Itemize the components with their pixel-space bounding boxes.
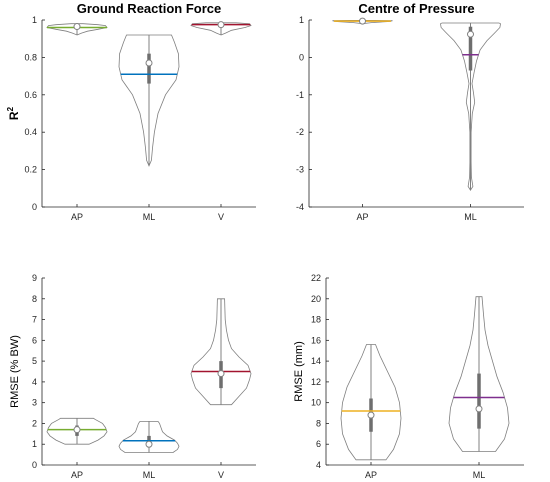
y-tick-label: 0 <box>32 202 37 212</box>
median-marker-ml <box>467 30 474 38</box>
chart-panel-1: 0 0.2 0.4 0.6 0.8 1 AP ML V Ground Reaction Force… <box>6 1 256 222</box>
y-tick-label: 20 <box>311 294 321 304</box>
y-tick-label: 0.8 <box>24 52 37 62</box>
y-tick-label: 1 <box>32 15 37 25</box>
median-marker-v <box>217 21 225 29</box>
y-tick-label: -4 <box>296 202 304 212</box>
y-tick-label: 9 <box>32 273 37 283</box>
violin-outline-ap <box>46 417 108 445</box>
y-tick-label: 12 <box>311 377 321 387</box>
y-tick-label: 0 <box>32 460 37 470</box>
chart-panel-4: 4 6 8 10 12 14 16 18 20 22 AP ML RMSE (mm) <box>293 273 524 480</box>
y-tick-label: 0 <box>299 52 304 62</box>
y-tick-label: 5 <box>32 356 37 366</box>
y-tick-label: 0.6 <box>24 90 37 100</box>
y-tick-label: 7 <box>32 315 37 325</box>
chart-title: Centre of Pressure <box>358 1 474 16</box>
violin-outline-ap <box>340 344 402 461</box>
chart-title: Ground Reaction Force <box>77 1 221 16</box>
median-marker-ap <box>359 17 366 25</box>
y-tick-label: 1 <box>32 439 37 449</box>
y-tick-label: 4 <box>316 460 321 470</box>
y-tick-label: 6 <box>32 335 37 345</box>
y-axis-label: RMSE (mm) <box>293 341 305 402</box>
y-tick-label: 6 <box>316 439 321 449</box>
y-axis-label: RMSE (% BW) <box>9 335 21 408</box>
x-tick-label-ap: AP <box>356 212 368 222</box>
x-tick-label-ml: ML <box>143 212 156 222</box>
y-tick-label: 18 <box>311 315 321 325</box>
chart-panel-2: -4 -3 -2 -1 0 1 AP ML Centre of Pressure <box>296 1 524 222</box>
x-tick-label-ml: ML <box>473 470 486 480</box>
y-tick-label: -3 <box>296 165 304 175</box>
y-tick-label: 10 <box>311 398 321 408</box>
violin-outline-ml <box>118 420 180 453</box>
median-marker-ap <box>367 411 375 419</box>
x-tick-label-ml: ML <box>143 470 156 480</box>
x-tick-label-ap: AP <box>71 212 83 222</box>
y-tick-label: 16 <box>311 335 321 345</box>
y-tick-label: 8 <box>32 294 37 304</box>
y-tick-label: 2 <box>32 418 37 428</box>
median-marker-ml <box>145 59 153 67</box>
x-tick-label-ap: AP <box>71 470 83 480</box>
median-marker-ml <box>145 440 153 448</box>
y-tick-label: 0.2 <box>24 165 37 175</box>
y-tick-label: -1 <box>296 90 304 100</box>
x-tick-label-ap: AP <box>365 470 377 480</box>
y-tick-label: 4 <box>32 377 37 387</box>
x-tick-label-v: V <box>218 212 224 222</box>
x-tick-label-ml: ML <box>464 212 477 222</box>
y-axis-label: R2 <box>6 106 21 120</box>
median-marker-ap <box>73 23 81 31</box>
x-tick-label-v: V <box>218 470 224 480</box>
y-tick-label: 8 <box>316 418 321 428</box>
y-tick-label: 22 <box>311 273 321 283</box>
y-tick-label: -2 <box>296 127 304 137</box>
median-marker-ap <box>73 426 81 434</box>
median-marker-ml <box>475 405 483 413</box>
median-marker-v <box>217 370 225 378</box>
chart-panel-3: 0 1 2 3 4 5 6 7 8 9 AP ML V RMSE (% BW) <box>9 273 256 480</box>
y-tick-label: 14 <box>311 356 321 366</box>
y-tick-label: 0.4 <box>24 127 37 137</box>
y-tick-label: 1 <box>299 15 304 25</box>
y-tick-label: 3 <box>32 398 37 408</box>
